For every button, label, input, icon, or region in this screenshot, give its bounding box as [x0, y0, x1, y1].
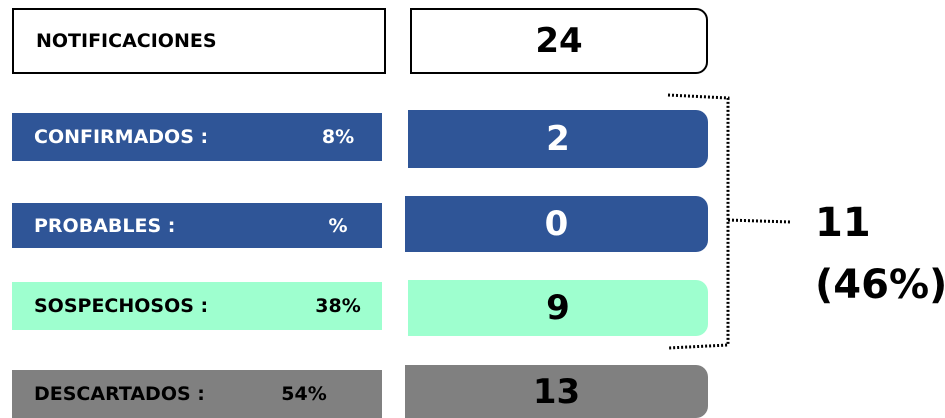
header-value: 24 — [535, 21, 583, 61]
row-label-box: PROBABLES : % — [12, 203, 382, 248]
row-value: 13 — [532, 371, 581, 412]
row-value-box: 13 — [405, 365, 708, 418]
row-label-box: CONFIRMADOS : 8% — [12, 113, 382, 161]
row-label: SOSPECHOSOS : — [34, 295, 209, 317]
row-label: CONFIRMADOS : — [34, 126, 209, 148]
header-value-box: 24 — [410, 8, 708, 74]
row-value-box: 9 — [408, 280, 708, 336]
row-percent: 38% — [315, 295, 361, 317]
row-value: 0 — [544, 204, 569, 244]
summary-percent: (46%) — [815, 262, 945, 308]
row-label-box: DESCARTADOS : 54% — [12, 370, 382, 418]
row-value: 2 — [546, 119, 570, 159]
row-value-box: 0 — [405, 196, 708, 252]
row-label: PROBABLES : — [34, 214, 176, 237]
summary-total: 11 — [815, 200, 871, 246]
bracket-line — [667, 93, 791, 350]
row-percent: % — [328, 214, 348, 237]
row-value-box: 2 — [408, 110, 708, 168]
row-percent: 54% — [281, 383, 327, 405]
row-percent: 8% — [321, 126, 355, 148]
row-label-box: SOSPECHOSOS : 38% — [12, 282, 382, 330]
row-value: 9 — [546, 288, 570, 328]
header-label-box: NOTIFICACIONES — [12, 8, 386, 74]
header-label: NOTIFICACIONES — [36, 30, 217, 52]
row-label: DESCARTADOS : — [34, 383, 205, 405]
